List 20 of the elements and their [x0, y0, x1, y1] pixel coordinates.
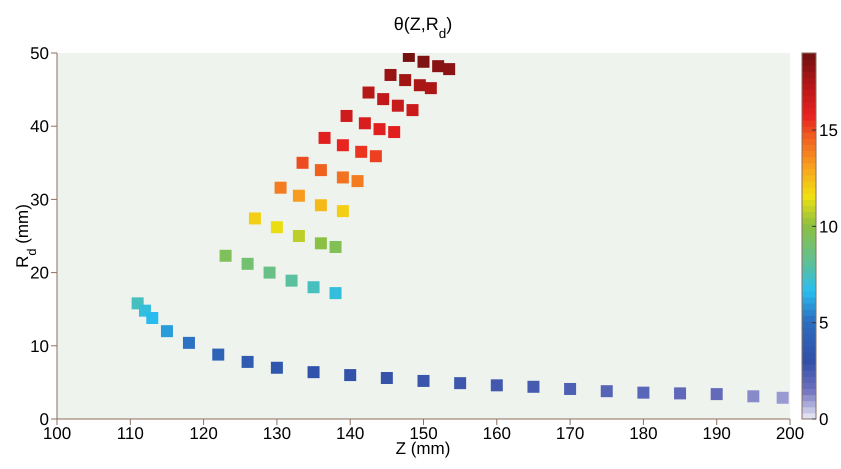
color-bar-label: 15: [819, 121, 838, 140]
x-tick-label: 100: [42, 424, 72, 444]
x-tick-label: 140: [336, 424, 364, 444]
y-tick-label: 20: [30, 264, 49, 283]
y-tick-label: 40: [30, 117, 49, 136]
y-tick-label: 10: [30, 336, 49, 356]
x-tick-label: 170: [556, 424, 584, 444]
x-tick-label: 180: [629, 424, 658, 444]
x-tick-label: 130: [262, 424, 292, 444]
x-tick-label: 120: [189, 424, 218, 444]
color-bar-label: 10: [819, 217, 838, 236]
chart-title: θ(Z,R$_{d}$): [394, 14, 452, 40]
x-tick-label: 110: [116, 424, 144, 444]
color-bar-label: 5: [819, 314, 828, 333]
y-tick-label: 50: [30, 44, 49, 64]
y-tick-label: 30: [30, 190, 49, 210]
x-axis-title: Z (mm): [396, 439, 450, 458]
color-bar-label: 0: [819, 410, 828, 429]
x-tick-label: 160: [482, 424, 511, 444]
x-tick-label: 190: [702, 424, 731, 444]
